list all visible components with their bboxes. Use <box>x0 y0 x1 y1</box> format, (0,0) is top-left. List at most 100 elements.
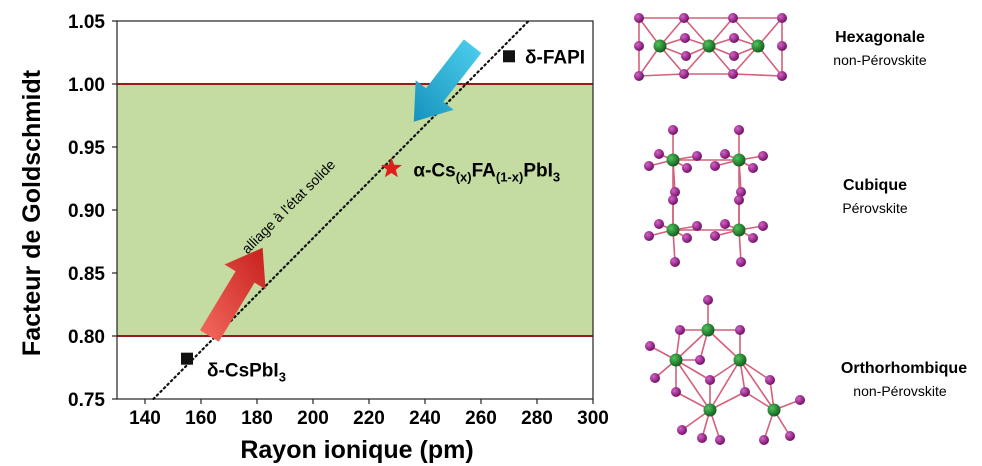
iodide-atom <box>795 395 805 405</box>
lead-atom <box>666 223 680 237</box>
structure-subtitle-orthorhombic: non-Pérovskite <box>853 383 947 399</box>
blue-arrow <box>413 39 482 122</box>
bond <box>675 359 711 381</box>
iodide-atom <box>758 221 768 231</box>
iodide-atom <box>682 233 692 243</box>
goldschmidt-band <box>117 84 593 336</box>
red-arrow <box>200 247 266 342</box>
bond <box>732 73 783 77</box>
y-tick-label: 0.95 <box>68 138 105 159</box>
x-tick-label: 200 <box>297 408 329 429</box>
point-delta-fapi <box>503 50 515 63</box>
bond <box>709 359 741 411</box>
axis-ticks: 0.75 0.80 0.85 0.90 0.95 1.00 1.05 140 160 180 200… <box>68 12 609 429</box>
structure-title-cubic: Cubique <box>843 177 907 194</box>
iodide-atom <box>777 13 787 23</box>
y-tick-label: 0.75 <box>68 390 105 411</box>
iodide-atom <box>729 51 739 61</box>
iodide-atom <box>634 71 644 81</box>
iodide-atom <box>710 161 720 171</box>
iodide-atom <box>695 355 705 365</box>
x-tick-label: 300 <box>577 408 609 429</box>
x-tick-label: 260 <box>465 408 497 429</box>
iodide-atom <box>736 257 746 267</box>
x-axis-title: Rayon ionique (pm) <box>240 436 473 464</box>
iodide-atom <box>748 233 758 243</box>
iodide-atom <box>785 431 795 441</box>
iodide-atom <box>777 71 787 81</box>
point-alpha-csfapbi3 <box>380 157 402 178</box>
iodide-atom <box>679 13 689 23</box>
lead-atom <box>767 403 781 417</box>
iodide-atom <box>679 69 689 79</box>
iodide-atom <box>634 41 644 51</box>
iodide-atom <box>677 425 687 435</box>
structure-subtitle-hexagonal: non-Pérovskite <box>833 52 927 68</box>
iodide-atom <box>681 51 691 61</box>
iodide-atom <box>758 151 768 161</box>
x-tick-label: 160 <box>185 408 217 429</box>
trend-line <box>152 19 530 401</box>
iodide-atom <box>644 161 654 171</box>
iodide-atom <box>705 375 715 385</box>
iodide-atom <box>650 373 660 383</box>
structure-title-orthorhombic: Orthorhombique <box>841 360 967 377</box>
iodide-atom <box>682 163 692 173</box>
iodide-atom <box>668 195 678 205</box>
structure-title-hexagonal: Hexagonale <box>835 29 925 46</box>
iodide-atom <box>654 149 664 159</box>
x-tick-label: 280 <box>521 408 553 429</box>
iodide-atom <box>765 375 775 385</box>
bond <box>638 73 685 77</box>
iodide-atom <box>736 187 746 197</box>
y-tick-label: 1.05 <box>68 12 105 33</box>
y-tick-label: 0.85 <box>68 264 105 285</box>
y-axis-title: Facteur de Goldschmidt <box>18 69 46 356</box>
x-tick-label: 220 <box>353 408 385 429</box>
y-tick-label: 0.90 <box>68 201 105 222</box>
iodide-atom <box>720 219 730 229</box>
iodide-atom <box>644 231 654 241</box>
iodide-atom <box>740 387 750 397</box>
iodide-atom <box>697 433 707 443</box>
label-delta-cspbi3: δ-CsPbI3 <box>207 361 286 385</box>
bond <box>675 329 709 361</box>
lead-atom <box>751 39 765 53</box>
iodide-atom <box>645 341 655 351</box>
structure-subtitle-cubic: Pérovskite <box>842 200 908 216</box>
hexagonal-structure-diagram <box>634 13 787 81</box>
label-alpha-csfapbi3: α-Cs(x)FA(1-x)PbI3 <box>413 160 560 184</box>
iodide-atom <box>692 151 702 161</box>
iodide-atom <box>670 187 680 197</box>
bond <box>675 359 711 411</box>
iodide-atom <box>675 325 685 335</box>
iodide-atom <box>729 33 739 43</box>
y-tick-label: 1.00 <box>68 75 105 96</box>
label-delta-fapi: δ-FAPI <box>525 47 585 68</box>
iodide-atom <box>710 231 720 241</box>
iodide-atom <box>680 33 690 43</box>
iodide-atom <box>654 219 664 229</box>
iodide-atom <box>670 257 680 267</box>
point-delta-cspbi3 <box>181 352 193 365</box>
iodide-atom <box>728 13 738 23</box>
iodide-atom <box>735 325 745 335</box>
lead-atom <box>732 153 746 167</box>
iodide-atom <box>634 13 644 23</box>
y-tick-label: 0.80 <box>68 327 105 348</box>
iodide-atom <box>748 163 758 173</box>
lead-atom <box>732 223 746 237</box>
bond <box>739 359 775 411</box>
bond <box>707 329 741 361</box>
iodide-atom <box>671 387 681 397</box>
lead-atom <box>653 39 667 53</box>
iodide-atom <box>715 435 725 445</box>
iodide-atom <box>734 125 744 135</box>
orthorhombic-structure-diagram <box>645 295 805 445</box>
lead-atom <box>702 39 716 53</box>
iodide-atom <box>703 295 713 305</box>
iodide-atom <box>720 149 730 159</box>
lead-atom <box>733 353 747 367</box>
x-tick-label: 140 <box>129 408 161 429</box>
